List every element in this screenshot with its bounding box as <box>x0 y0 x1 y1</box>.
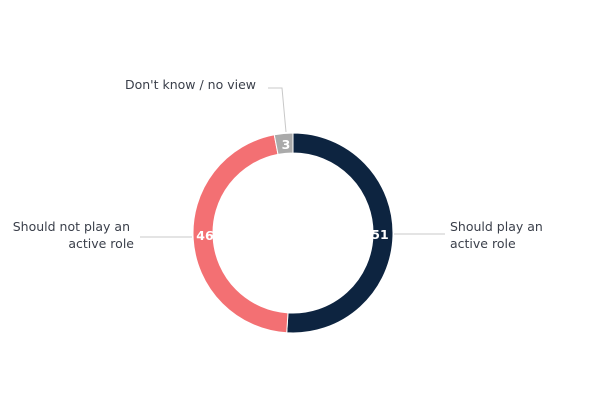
leader-lines <box>140 87 445 238</box>
category-label-should-not: Should not play an active role <box>13 219 135 251</box>
value-label-should: 51 <box>371 227 388 242</box>
category-labels: Should play an active role Should not pl… <box>13 77 547 251</box>
category-label-dont-know: Don't know / no view <box>125 77 256 92</box>
donut-slices <box>192 132 394 334</box>
slice-dont-know <box>273 132 294 156</box>
value-label-should-not: 46 <box>196 228 214 243</box>
leader-line-dont-know <box>268 87 287 133</box>
category-label-should: Should play an active role <box>450 219 547 251</box>
value-labels: 51 46 3 <box>196 137 388 243</box>
value-label-dont-know: 3 <box>282 137 291 152</box>
